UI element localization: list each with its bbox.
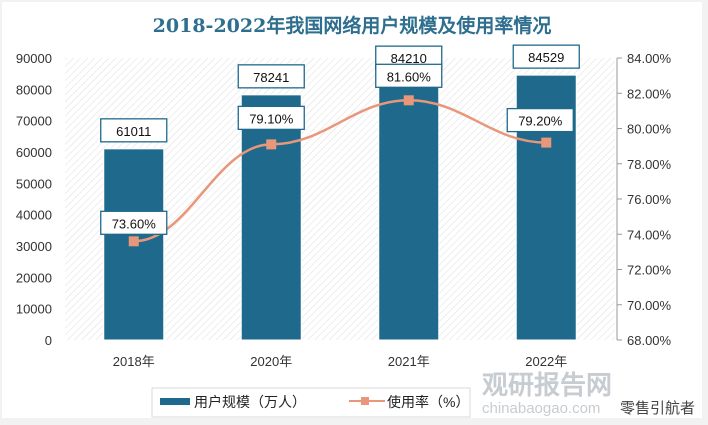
chart-title: 2018-2022年我国网络用户规模及使用率情况 <box>153 14 552 37</box>
x-tick-label: 2021年 <box>388 354 430 369</box>
legend-label-rate: 使用率（%） <box>387 394 469 410</box>
y-left-tick-label: 30000 <box>16 239 52 254</box>
y-left-tick-label: 80000 <box>16 82 52 97</box>
bar-data-label: 84210 <box>391 51 427 66</box>
chart-svg: 2018-2022年我国网络用户规模及使用率情况 0 10000 20000 3000… <box>16 14 695 418</box>
x-tick-label: 2020年 <box>250 354 292 369</box>
bar-data-label-box <box>100 118 168 143</box>
y-left-tick-label: 40000 <box>16 208 52 223</box>
y-right-tick-label: 74.00% <box>627 227 672 242</box>
x-tick-label: 2022年 <box>525 354 567 369</box>
legend <box>151 387 471 418</box>
y-right-tick-label: 84.00% <box>627 51 672 66</box>
bar-data-label: 78241 <box>253 70 289 85</box>
bar-data-label: 61011 <box>116 124 151 139</box>
watermark-brand: 观研报告网 <box>482 370 612 400</box>
rate-data-label-box <box>375 63 443 88</box>
legend-bar-swatch <box>160 398 190 405</box>
y-right-tick-label: 70.00% <box>627 298 672 313</box>
bar <box>378 75 440 341</box>
y-left-tick-label: 60000 <box>16 145 52 160</box>
y-left-tick-label: 50000 <box>16 176 52 191</box>
y-left-tick-label: 0 <box>45 333 52 348</box>
rate-data-label-box <box>237 105 305 131</box>
rate-line <box>133 99 547 243</box>
rate-data-label-box <box>100 210 168 235</box>
rate-marker <box>266 139 277 150</box>
watermark-account: 零售引航者 <box>620 400 695 417</box>
rate-data-label: 73.60% <box>112 216 157 231</box>
rate-data-label-box <box>506 107 574 133</box>
bar-data-label-box <box>237 64 305 89</box>
y-right-tick-label: 80.00% <box>627 122 672 137</box>
y-left-tick-label: 90000 <box>16 51 52 66</box>
y-right-tick-label: 78.00% <box>627 157 672 172</box>
rate-marker <box>403 95 414 106</box>
x-tick-label: 2018年 <box>113 354 155 369</box>
legend-label-users: 用户规模（万人） <box>194 394 306 410</box>
y-right-tick-label: 68.00% <box>627 333 672 348</box>
rate-marker <box>128 236 139 247</box>
y-right-tick-label: 72.00% <box>627 263 672 278</box>
y-right-tick-label: 82.00% <box>627 86 672 101</box>
bar <box>240 94 302 341</box>
legend-line-marker <box>361 397 369 405</box>
y-left-tick-label: 20000 <box>16 270 52 285</box>
y-left-tick-label: 70000 <box>16 114 52 129</box>
rate-data-label: 79.10% <box>249 111 294 126</box>
rate-data-label: 79.20% <box>518 114 563 129</box>
bar-data-label: 84529 <box>528 50 564 65</box>
rate-marker <box>541 137 552 148</box>
bar-data-label-box <box>512 44 580 69</box>
watermark-url: chinabaogao.com <box>482 400 600 417</box>
chart-area: 2018-2022年我国网络用户规模及使用率情况 0 10000 20000 3000… <box>2 2 702 418</box>
y-right-tick-label: 76.00% <box>627 192 672 207</box>
rate-data-label: 81.60% <box>387 69 432 84</box>
y-left-tick-label: 10000 <box>16 302 52 317</box>
